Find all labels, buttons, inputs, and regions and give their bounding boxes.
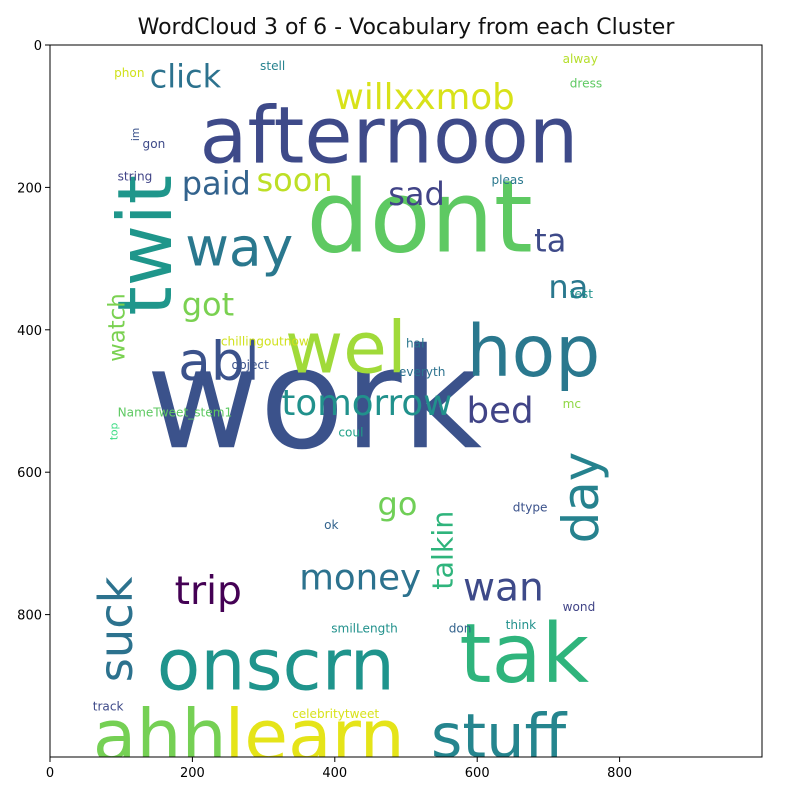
- word-34: hal: [406, 337, 424, 351]
- word-32: object: [232, 358, 270, 372]
- word-45: track: [93, 700, 124, 714]
- x-axis: 0 200 400 600 800: [46, 757, 632, 781]
- word-7: ahh: [93, 695, 227, 778]
- word-42: don: [449, 621, 472, 635]
- word-6: learn: [224, 695, 404, 778]
- word-25: got: [182, 286, 234, 324]
- x-tick-label-1: 200: [180, 766, 205, 781]
- x-tick-label-2: 400: [322, 766, 347, 781]
- word-1: dont: [306, 158, 533, 275]
- word-29: talkin: [426, 511, 459, 590]
- word-51: dress: [570, 77, 602, 91]
- word-36: coul: [338, 426, 363, 440]
- word-37: top: [108, 422, 121, 440]
- word-49: stell: [260, 59, 285, 73]
- word-2: afternoon: [200, 90, 579, 181]
- word-4: tak: [459, 607, 589, 702]
- word-19: tomorrow: [281, 383, 452, 424]
- word-12: way: [185, 216, 293, 279]
- word-16: trip: [175, 569, 242, 614]
- x-tick-label-0: 0: [46, 766, 54, 781]
- y-tick-label-3: 600: [17, 466, 42, 481]
- word-31: chillingoutnow: [221, 334, 309, 348]
- x-tick-label-4: 800: [607, 766, 632, 781]
- y-tick-label-0: 0: [34, 39, 42, 54]
- word-48: phon: [114, 66, 144, 80]
- plot-frame: [49, 44, 763, 758]
- word-10: stuff: [431, 702, 568, 772]
- word-17: money: [299, 558, 421, 599]
- word-9: wel: [285, 307, 407, 390]
- word-41: smilLength: [331, 621, 398, 635]
- word-39: dtype: [513, 500, 548, 514]
- word-3: twit: [102, 175, 189, 316]
- word-26: ta: [534, 221, 566, 259]
- y-tick-label-4: 800: [17, 609, 42, 624]
- word-8: hop: [467, 310, 601, 393]
- word-24: click: [150, 58, 222, 96]
- word-28: go: [378, 485, 418, 523]
- word-20: bed: [467, 390, 534, 431]
- word-46: celebritytweet: [292, 707, 379, 721]
- word-14: suck: [89, 576, 143, 682]
- word-52: gon: [143, 137, 166, 151]
- word-11: abl: [178, 330, 259, 393]
- chart-title: WordCloud 3 of 6 - Vocabulary from each …: [138, 15, 676, 40]
- word-54: string: [118, 169, 153, 183]
- y-tick-label-1: 200: [17, 181, 42, 196]
- word-23: sad: [388, 175, 445, 213]
- word-35: NameTweet_stem1: [118, 406, 233, 420]
- word-47: ear: [506, 780, 526, 794]
- word-43: think: [506, 618, 536, 632]
- word-22: soon: [256, 161, 332, 199]
- y-axis: 0 200 400 600 800: [17, 39, 50, 624]
- word-55: pleas: [491, 173, 523, 187]
- word-21: paid: [182, 165, 251, 203]
- word-44: wond: [563, 600, 596, 614]
- word-33: everyth: [399, 365, 446, 379]
- word-15: wan: [463, 565, 544, 610]
- word-13: day: [552, 452, 610, 544]
- word-30: watch: [105, 293, 131, 362]
- x-tick-label-3: 600: [465, 766, 490, 781]
- word-40: ok: [324, 518, 338, 532]
- word-53: im: [129, 128, 142, 141]
- word-38: mc: [563, 397, 581, 411]
- word-18: willxxmob: [335, 77, 515, 118]
- word-5: onscrn: [157, 623, 395, 706]
- y-tick-label-2: 400: [17, 324, 42, 339]
- word-0: work: [146, 318, 482, 480]
- word-56: test: [570, 287, 593, 301]
- word-27: na: [548, 268, 588, 306]
- word-50: alway: [563, 52, 598, 66]
